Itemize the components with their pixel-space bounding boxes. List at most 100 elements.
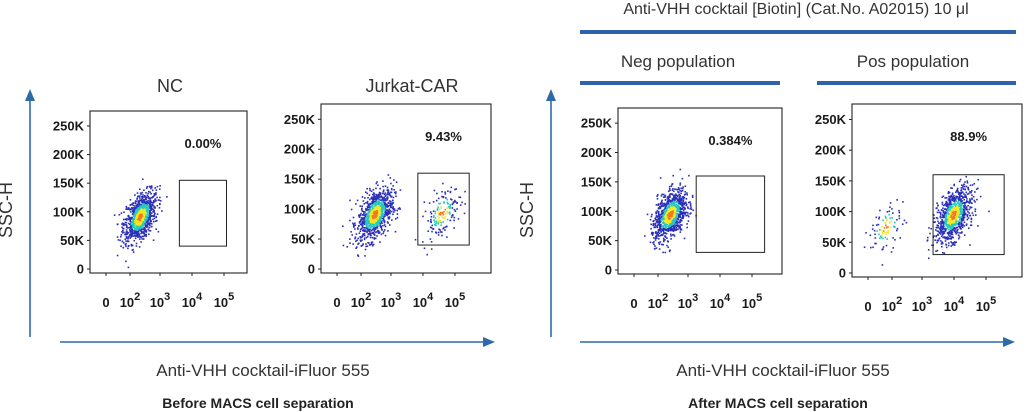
scatter-point <box>665 205 667 207</box>
scatter-point <box>159 185 161 187</box>
scatter-point <box>143 212 146 214</box>
scatter-point <box>383 201 386 204</box>
scatter-point <box>939 240 942 242</box>
scatter-point <box>372 192 375 194</box>
scatter-point <box>383 209 386 211</box>
scatter-point <box>367 223 370 225</box>
scatter-point <box>962 207 964 210</box>
scatter-point <box>150 215 153 217</box>
scatter-point <box>955 211 957 213</box>
scatter-point <box>977 178 979 181</box>
scatter-point <box>456 208 458 210</box>
y-tick-label: 200K <box>815 143 847 158</box>
scatter-point <box>688 201 690 204</box>
scatter-point <box>449 206 452 209</box>
scatter-point <box>129 211 132 213</box>
scatter-point <box>144 196 146 198</box>
scatter-point <box>388 208 391 210</box>
scatter-point <box>679 199 681 201</box>
scatter-point <box>373 195 375 198</box>
scatter-point <box>361 224 363 226</box>
scatter-point <box>691 194 694 197</box>
scatter-point <box>658 227 661 229</box>
scatter-point <box>153 215 155 217</box>
scatter-point <box>657 235 659 237</box>
scatter-point <box>674 207 677 210</box>
scatter-point <box>366 226 368 229</box>
scatter-point <box>659 234 662 237</box>
scatter-point <box>435 224 437 227</box>
scatter-point <box>147 222 149 225</box>
scatter-point <box>144 201 146 203</box>
scatter-point <box>662 220 665 223</box>
scatter-point <box>384 198 386 200</box>
scatter-point <box>945 218 947 220</box>
scatter-point <box>375 187 377 190</box>
scatter-point <box>650 232 653 235</box>
scatter-point <box>945 244 948 246</box>
scatter-point <box>658 222 661 225</box>
scatter-point <box>432 216 435 218</box>
scatter-point <box>134 229 136 232</box>
scatter-point <box>957 222 960 225</box>
scatter-point <box>394 230 397 233</box>
scatter-point <box>960 189 963 191</box>
scatter-point <box>378 220 380 223</box>
scatter-point <box>152 218 154 221</box>
scatter-point <box>376 213 379 215</box>
scatter-point <box>659 228 662 230</box>
scatter-point <box>665 221 667 224</box>
scatter-point <box>379 202 381 205</box>
scatter-point <box>941 225 944 228</box>
scatter-point <box>131 229 133 232</box>
scatter-point <box>386 214 389 217</box>
scatter-point <box>369 203 371 206</box>
scatter-point <box>395 181 398 183</box>
y-tick-label: 250K <box>53 118 85 133</box>
scatter-point <box>143 215 145 217</box>
scatter-point <box>903 219 906 222</box>
scatter-point <box>886 226 888 229</box>
scatter-point <box>144 218 146 220</box>
scatter-point <box>373 226 375 229</box>
scatter-point <box>145 217 148 219</box>
scatter-point <box>667 225 670 227</box>
scatter-point <box>131 203 134 206</box>
scatter-point <box>367 226 369 228</box>
scatter-point <box>672 210 674 212</box>
scatter-point <box>369 212 372 215</box>
scatter-point <box>675 197 678 199</box>
scatter-point <box>662 205 664 208</box>
scatter-point <box>933 235 935 237</box>
scatter-point <box>381 222 383 225</box>
scatter-point <box>136 198 138 200</box>
scatter-point <box>131 244 134 247</box>
scatter-point <box>373 216 376 219</box>
scatter-point <box>124 221 127 224</box>
scatter-point <box>146 201 149 203</box>
scatter-point <box>872 246 874 249</box>
scatter-point <box>682 212 684 215</box>
scatter-point <box>362 229 365 231</box>
scatter-point <box>384 192 387 194</box>
scatter-point <box>660 220 662 223</box>
scatter-point <box>937 226 940 229</box>
scatter-point <box>679 226 681 228</box>
scatter-point <box>952 229 955 231</box>
x-tick-label: 102 <box>120 291 141 310</box>
scatter-point <box>153 217 156 220</box>
scatter-point <box>671 229 674 232</box>
scatter-point <box>960 216 963 218</box>
scatter-point <box>951 192 954 195</box>
right-group-caption: After MACS cell separation <box>688 395 868 411</box>
scatter-point <box>970 201 972 204</box>
scatter-point <box>970 217 973 220</box>
scatter-point <box>147 197 150 199</box>
scatter-point <box>363 222 365 224</box>
scatter-point <box>659 217 662 220</box>
scatter-point <box>939 215 942 217</box>
scatter-point <box>674 229 676 231</box>
scatter-point <box>678 215 680 218</box>
scatter-point <box>665 224 667 226</box>
scatter-point <box>147 211 149 214</box>
